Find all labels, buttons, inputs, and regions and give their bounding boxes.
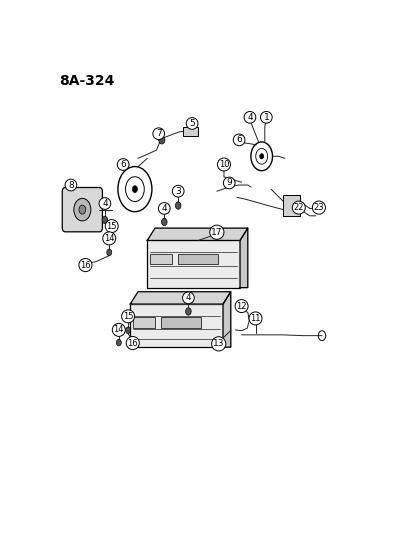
Text: 8: 8 [68, 181, 74, 190]
Circle shape [79, 205, 86, 214]
Text: 8A-324: 8A-324 [59, 74, 115, 88]
Text: 10: 10 [219, 160, 229, 169]
Circle shape [107, 249, 112, 256]
Polygon shape [130, 292, 231, 304]
Text: 22: 22 [294, 203, 304, 212]
Circle shape [186, 308, 191, 315]
Text: 15: 15 [107, 222, 117, 231]
FancyBboxPatch shape [178, 254, 218, 264]
FancyBboxPatch shape [147, 240, 240, 288]
Text: 14: 14 [104, 234, 115, 243]
FancyBboxPatch shape [161, 317, 201, 328]
FancyBboxPatch shape [130, 304, 223, 347]
Circle shape [109, 237, 114, 244]
Text: 1: 1 [263, 113, 269, 122]
Circle shape [102, 216, 108, 224]
Text: 17: 17 [211, 228, 223, 237]
Circle shape [176, 202, 181, 209]
Polygon shape [147, 228, 248, 240]
Text: 5: 5 [189, 119, 195, 128]
Text: 6: 6 [236, 135, 242, 144]
Text: 13: 13 [213, 340, 225, 349]
Circle shape [74, 198, 91, 221]
Circle shape [159, 136, 165, 144]
Circle shape [131, 339, 136, 345]
Circle shape [82, 260, 88, 267]
Text: 4: 4 [247, 113, 253, 122]
Text: 9: 9 [226, 179, 232, 188]
Text: 16: 16 [127, 338, 138, 348]
Text: 4: 4 [102, 199, 108, 208]
Text: 3: 3 [175, 187, 181, 196]
FancyBboxPatch shape [133, 317, 155, 328]
Polygon shape [240, 228, 248, 288]
Text: 15: 15 [123, 312, 133, 321]
Text: 14: 14 [114, 326, 124, 334]
Circle shape [260, 154, 264, 159]
Text: 4: 4 [186, 293, 191, 302]
Circle shape [126, 327, 130, 334]
Text: 6: 6 [120, 160, 126, 169]
Text: 11: 11 [250, 314, 261, 323]
Circle shape [132, 185, 138, 192]
FancyBboxPatch shape [62, 188, 103, 232]
FancyBboxPatch shape [283, 195, 300, 216]
Circle shape [162, 219, 167, 225]
Polygon shape [223, 292, 231, 347]
Text: 4: 4 [162, 204, 167, 213]
Text: 23: 23 [314, 203, 324, 212]
Text: 16: 16 [80, 261, 91, 270]
Text: 7: 7 [156, 129, 162, 138]
Text: 12: 12 [236, 302, 247, 311]
FancyBboxPatch shape [150, 254, 172, 264]
Circle shape [117, 340, 121, 346]
FancyBboxPatch shape [183, 127, 198, 136]
